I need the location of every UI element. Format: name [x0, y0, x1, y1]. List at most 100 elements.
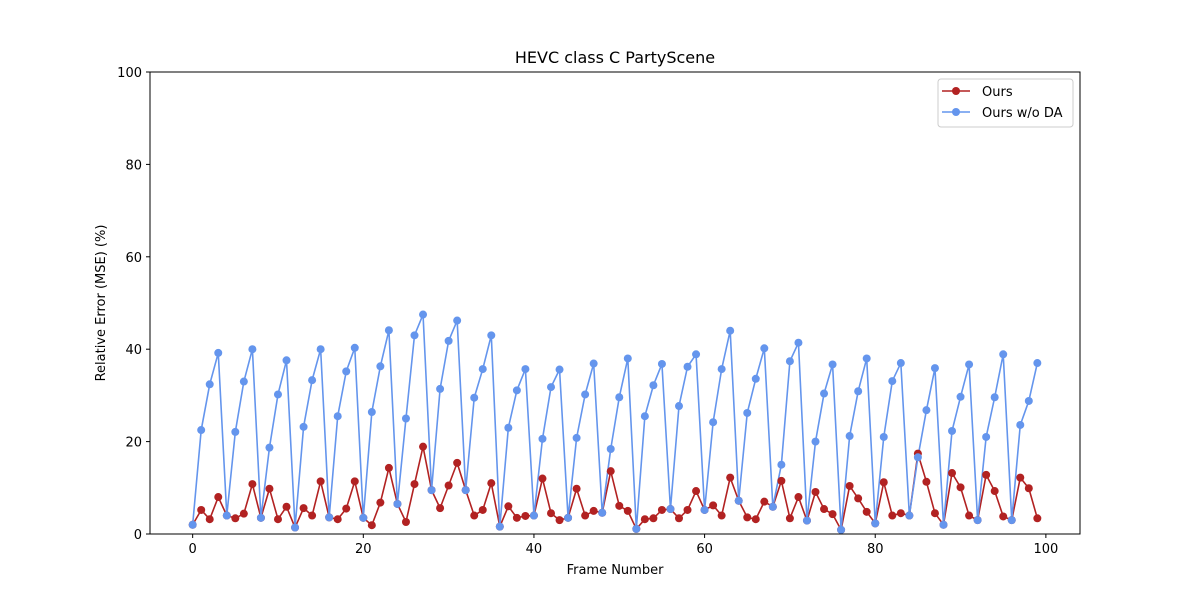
data-point-1-0: [188, 520, 197, 529]
data-point-1-28: [427, 486, 436, 495]
data-point-0-89: [948, 469, 957, 478]
data-point-1-20: [359, 513, 368, 522]
data-point-1-4: [222, 511, 231, 520]
data-point-0-11: [282, 502, 291, 511]
data-point-0-19: [350, 477, 359, 486]
data-point-0-50: [615, 501, 624, 510]
y-tick-label: 100: [117, 66, 142, 81]
data-point-1-60: [700, 505, 709, 514]
data-point-1-54: [649, 381, 658, 390]
data-point-1-76: [837, 525, 846, 534]
data-point-0-67: [760, 497, 769, 506]
data-point-1-50: [615, 393, 624, 402]
data-point-1-56: [666, 505, 675, 514]
data-point-1-64: [734, 496, 743, 505]
data-point-1-85: [913, 453, 922, 462]
data-point-1-49: [606, 444, 615, 453]
data-point-1-68: [768, 502, 777, 511]
series-line-1: [191, 313, 1039, 531]
data-point-1-9: [265, 443, 274, 452]
data-point-0-83: [896, 509, 905, 518]
data-point-0-97: [1016, 473, 1025, 482]
y-axis-label: Relative Error (MSE) (%): [94, 225, 109, 382]
data-point-1-70: [785, 357, 794, 366]
data-point-0-82: [888, 511, 897, 520]
data-point-1-12: [291, 523, 300, 532]
data-point-1-62: [717, 365, 726, 374]
y-tick-label: 20: [125, 436, 142, 451]
data-point-1-65: [743, 408, 752, 417]
data-point-1-42: [547, 383, 556, 392]
data-point-0-25: [401, 517, 410, 526]
data-point-1-1: [197, 426, 206, 435]
data-point-0-41: [538, 474, 547, 483]
data-point-0-9: [265, 484, 274, 493]
data-point-0-58: [683, 505, 692, 514]
data-point-1-14: [308, 376, 317, 385]
data-point-1-51: [623, 354, 632, 363]
data-point-1-11: [282, 356, 291, 365]
data-point-1-13: [299, 422, 308, 431]
data-point-0-73: [811, 487, 820, 496]
data-point-1-30: [444, 336, 453, 345]
data-point-1-10: [273, 390, 282, 399]
data-point-0-34: [478, 505, 487, 514]
data-point-1-88: [939, 520, 948, 529]
data-point-0-43: [555, 516, 564, 525]
x-tick-label: 80: [867, 542, 884, 557]
data-point-1-63: [726, 326, 735, 335]
data-point-0-63: [726, 473, 735, 482]
data-point-0-39: [521, 511, 530, 520]
data-point-1-25: [401, 414, 410, 423]
plot-frame: [149, 71, 1081, 535]
data-point-0-14: [308, 511, 317, 520]
data-point-1-23: [384, 326, 393, 335]
data-point-1-97: [1016, 420, 1025, 429]
data-point-1-17: [333, 412, 342, 421]
data-point-0-30: [444, 481, 453, 490]
data-point-0-69: [777, 476, 786, 485]
data-point-0-79: [862, 507, 871, 516]
series-markers: [188, 310, 1042, 534]
data-point-0-5: [231, 514, 240, 523]
legend-label-1: Ours w/o DA: [982, 106, 1063, 121]
data-point-1-48: [598, 508, 607, 517]
data-point-1-69: [777, 460, 786, 469]
data-point-1-40: [529, 511, 538, 520]
data-point-0-47: [589, 506, 598, 515]
x-tick-label: 100: [1033, 542, 1058, 557]
data-point-1-18: [342, 367, 351, 376]
data-point-0-33: [470, 511, 479, 520]
data-point-0-98: [1024, 484, 1033, 493]
data-point-0-62: [717, 511, 726, 520]
y-tick-label: 60: [125, 251, 142, 266]
data-point-0-75: [828, 510, 837, 519]
data-point-0-46: [581, 511, 590, 520]
data-point-1-61: [709, 418, 718, 427]
data-point-0-66: [751, 515, 760, 524]
chart-title: HEVC class C PartyScene: [515, 48, 715, 67]
data-point-0-93: [982, 470, 991, 479]
data-point-1-98: [1024, 396, 1033, 405]
data-point-1-47: [589, 359, 598, 368]
data-point-0-10: [273, 515, 282, 524]
data-point-0-51: [623, 506, 632, 515]
data-point-0-95: [999, 512, 1008, 521]
data-point-1-89: [948, 426, 957, 435]
data-point-0-2: [205, 515, 214, 524]
data-point-0-78: [854, 494, 863, 503]
data-point-1-86: [922, 406, 931, 415]
data-point-0-55: [657, 505, 666, 514]
data-point-1-19: [350, 343, 359, 352]
data-point-1-94: [990, 393, 999, 402]
data-point-0-71: [794, 493, 803, 502]
data-point-0-27: [419, 442, 428, 451]
data-point-0-94: [990, 487, 999, 496]
data-point-0-70: [785, 514, 794, 523]
x-axis-ticks: 0 20 40 60 80 100: [189, 534, 1058, 557]
data-point-1-44: [564, 513, 573, 522]
data-point-0-31: [453, 458, 462, 467]
data-point-1-74: [820, 389, 829, 398]
data-point-0-91: [965, 511, 974, 520]
